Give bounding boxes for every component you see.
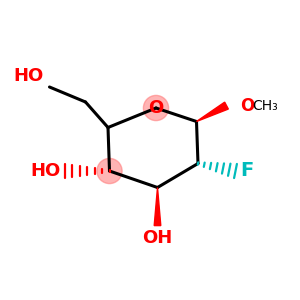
Text: HO: HO xyxy=(31,162,61,180)
Text: OH: OH xyxy=(142,229,172,247)
Text: HO: HO xyxy=(14,67,44,85)
Polygon shape xyxy=(196,102,228,122)
Circle shape xyxy=(97,158,122,184)
Text: CH₃: CH₃ xyxy=(253,99,278,112)
Text: F: F xyxy=(240,161,253,181)
Text: O: O xyxy=(148,99,164,117)
Polygon shape xyxy=(154,188,161,226)
Text: O: O xyxy=(240,97,254,115)
Circle shape xyxy=(143,95,169,121)
